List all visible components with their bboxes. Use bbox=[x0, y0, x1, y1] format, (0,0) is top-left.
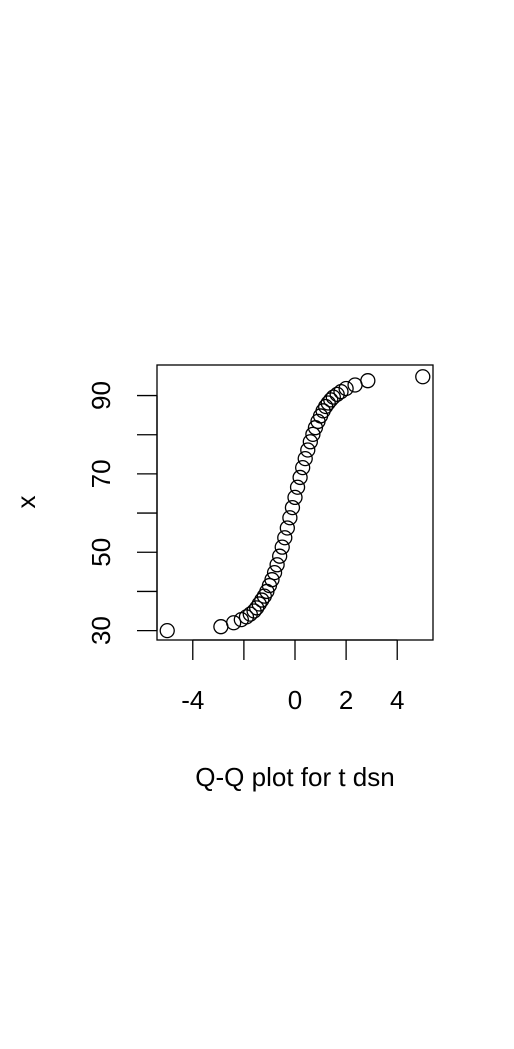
x-tick-label: -4 bbox=[181, 685, 204, 715]
data-point bbox=[272, 548, 288, 564]
data-points bbox=[159, 369, 431, 639]
x-tick-label: 0 bbox=[288, 685, 302, 715]
data-point bbox=[226, 615, 242, 631]
data-point bbox=[251, 596, 267, 612]
data-point bbox=[277, 530, 293, 546]
data-point bbox=[264, 572, 280, 588]
data-point bbox=[347, 377, 363, 393]
data-point bbox=[315, 403, 331, 419]
plot-frame bbox=[156, 364, 434, 641]
y-axis: 30 50 70 90 bbox=[86, 381, 158, 645]
y-tick-label: 90 bbox=[86, 381, 116, 410]
x-tick-label: 2 bbox=[339, 685, 353, 715]
data-point bbox=[289, 479, 306, 495]
data-point bbox=[329, 386, 345, 403]
data-point bbox=[297, 450, 313, 467]
x-axis: -4 0 2 4 bbox=[181, 639, 404, 715]
data-point bbox=[333, 383, 349, 400]
data-point bbox=[325, 389, 341, 405]
data-point bbox=[302, 434, 318, 450]
data-point bbox=[249, 600, 265, 616]
data-point bbox=[159, 622, 175, 639]
x-tick-label: 4 bbox=[390, 685, 404, 715]
data-point bbox=[305, 426, 321, 442]
data-point bbox=[266, 564, 283, 581]
data-point bbox=[213, 619, 229, 635]
data-point bbox=[284, 499, 301, 516]
data-point bbox=[274, 539, 290, 555]
y-tick-label: 70 bbox=[86, 459, 116, 488]
y-axis-title: x bbox=[11, 496, 41, 509]
data-point bbox=[415, 369, 431, 385]
data-point bbox=[320, 395, 336, 411]
data-point bbox=[254, 592, 270, 608]
data-point bbox=[279, 520, 295, 536]
data-point bbox=[238, 609, 255, 625]
x-axis-title: Q-Q plot for t dsn bbox=[195, 762, 394, 792]
data-point bbox=[282, 510, 298, 526]
data-point bbox=[300, 442, 316, 458]
data-point bbox=[295, 459, 311, 476]
data-point bbox=[287, 489, 303, 506]
y-tick-label: 50 bbox=[86, 538, 116, 567]
data-point bbox=[292, 469, 308, 486]
data-point bbox=[338, 380, 354, 397]
data-point bbox=[360, 373, 376, 389]
data-point bbox=[269, 557, 285, 573]
y-tick-label: 30 bbox=[86, 616, 116, 645]
